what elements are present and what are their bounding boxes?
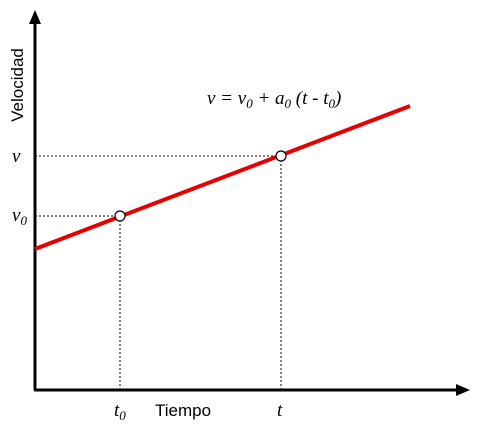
text-part: 0 xyxy=(119,408,126,423)
formula: v = v0 + a0 (t - t0) xyxy=(207,88,341,111)
x-mark: t xyxy=(277,400,283,421)
text-part: ) xyxy=(334,88,341,109)
point xyxy=(275,150,287,162)
y-axis-arrow xyxy=(29,10,41,24)
text-part: v = v xyxy=(207,88,247,109)
x-mark: t0 xyxy=(114,400,126,423)
guides xyxy=(35,155,282,390)
text-part: 0 xyxy=(20,213,27,228)
text-part: 0 xyxy=(285,96,292,111)
text-part: + a xyxy=(253,88,285,109)
text-part: v xyxy=(12,146,21,167)
text-part: (t - t xyxy=(291,88,329,109)
velocity-line xyxy=(34,104,411,251)
x-axis-arrow xyxy=(456,384,470,396)
text-part: t xyxy=(114,400,120,421)
text-part: 0 xyxy=(246,96,253,111)
text-part: 0 xyxy=(328,96,335,111)
y-axis-label: Velocidad xyxy=(8,48,27,122)
text-part: t xyxy=(277,400,283,421)
x-axis-label: Tiempo xyxy=(155,401,211,420)
y-mark: v0 xyxy=(12,205,27,228)
y-mark: v xyxy=(12,146,21,167)
point xyxy=(114,210,126,222)
text-part: v xyxy=(12,205,21,226)
